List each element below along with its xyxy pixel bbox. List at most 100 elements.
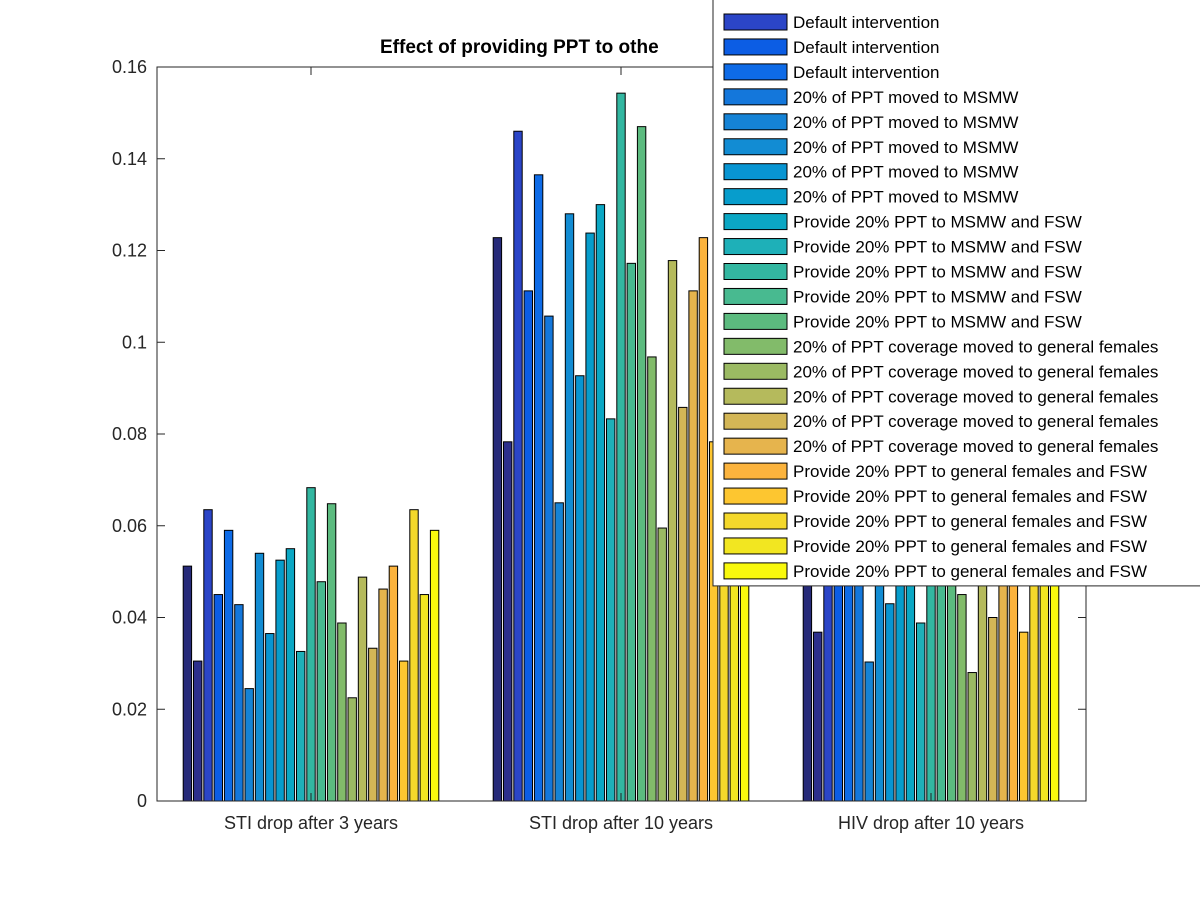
- bar: [813, 631, 823, 802]
- bar: [316, 581, 327, 802]
- legend-label: Provide 20% PPT to MSMW and FSW: [793, 213, 1082, 232]
- bar: [234, 604, 244, 802]
- bar: [854, 561, 864, 802]
- bar: [698, 237, 709, 802]
- legend-label: Provide 20% PPT to general females and F…: [793, 462, 1147, 481]
- legend-swatch: [723, 238, 788, 256]
- bar: [388, 565, 399, 802]
- legend-swatch: [723, 163, 788, 181]
- bar: [182, 565, 193, 802]
- legend: Default intervention Default intervention…: [712, 0, 1200, 587]
- legend-swatch: [723, 213, 788, 231]
- bar: [492, 237, 503, 802]
- bar: [337, 622, 347, 802]
- bar-group: [182, 92, 1060, 802]
- legend-swatch: [723, 537, 788, 555]
- legend-label: Default intervention: [793, 38, 939, 57]
- legend-swatch: [723, 38, 788, 56]
- bar: [1039, 564, 1049, 802]
- legend-swatch: [723, 113, 788, 131]
- chart-title: Effect of providing PPT to othe: [380, 37, 659, 58]
- y-tick-label: 0.12: [112, 241, 147, 261]
- bar: [874, 578, 885, 802]
- bar: [657, 527, 667, 802]
- legend-swatch: [723, 188, 788, 206]
- bar: [554, 502, 564, 802]
- bar: [513, 130, 523, 802]
- legend-label: Default intervention: [793, 13, 939, 32]
- legend-label: Provide 20% PPT to general females and F…: [793, 487, 1147, 506]
- bar: [223, 529, 234, 802]
- legend-swatch: [723, 437, 788, 455]
- bar: [585, 232, 595, 802]
- bar: [296, 650, 306, 802]
- legend-swatch: [723, 412, 788, 430]
- legend-label: Provide 20% PPT to general females and F…: [793, 512, 1147, 531]
- legend-label: Provide 20% PPT to general females and F…: [793, 537, 1147, 556]
- legend-box: [712, 0, 1200, 587]
- legend-label: 20% of PPT coverage moved to general fem…: [793, 362, 1158, 381]
- bar: [647, 356, 657, 802]
- bar: [667, 260, 678, 802]
- bar: [203, 509, 213, 802]
- legend-label: 20% of PPT coverage moved to general fem…: [793, 412, 1158, 431]
- bar: [275, 559, 285, 802]
- legend-label: Provide 20% PPT to MSMW and FSW: [793, 312, 1082, 331]
- legend-label: Provide 20% PPT to MSMW and FSW: [793, 287, 1082, 306]
- bar: [523, 290, 533, 802]
- legend-label: 20% of PPT coverage moved to general fem…: [793, 387, 1158, 406]
- legend-label: 20% of PPT moved to MSMW: [793, 163, 1018, 182]
- y-tick-label: 0.02: [112, 699, 147, 719]
- legend-swatch: [723, 263, 788, 280]
- bar: [967, 672, 977, 802]
- legend-swatch: [723, 287, 788, 305]
- bar: [306, 487, 316, 802]
- bar: [688, 290, 698, 802]
- legend-label: Provide 20% PPT to MSMW and FSW: [793, 238, 1082, 257]
- bar: [419, 594, 430, 802]
- bar: [626, 262, 636, 802]
- legend-swatch: [723, 88, 788, 106]
- bar: [616, 92, 626, 802]
- bar: [905, 548, 916, 802]
- bar: [606, 418, 616, 802]
- bar: [193, 660, 203, 802]
- legend-label: 20% of PPT moved to MSMW: [793, 138, 1018, 157]
- legend-label: 20% of PPT coverage moved to general fem…: [793, 337, 1158, 356]
- bar: [429, 529, 440, 802]
- bar: [503, 441, 513, 802]
- legend-swatch: [723, 138, 788, 156]
- y-tick-label: 0.16: [112, 57, 147, 77]
- x-tick-label: STI drop after 10 years: [529, 813, 713, 833]
- bar: [544, 315, 554, 802]
- legend-label: 20% of PPT coverage moved to general fem…: [793, 437, 1158, 456]
- y-tick-label: 0: [137, 791, 147, 811]
- y-tick-label: 0.1: [122, 332, 147, 352]
- legend-swatch: [723, 387, 788, 405]
- bar: [988, 617, 998, 802]
- bar: [998, 565, 1008, 802]
- bar: [595, 204, 606, 802]
- legend-label: 20% of PPT moved to MSMW: [793, 188, 1018, 207]
- y-tick-label: 0.14: [112, 149, 147, 169]
- legend-label: Provide 20% PPT to general females and F…: [793, 562, 1147, 581]
- bar: [285, 548, 296, 802]
- legend-swatch: [723, 512, 788, 530]
- bar: [368, 647, 378, 802]
- legend-swatch: [723, 13, 788, 31]
- bar: [533, 174, 544, 802]
- legend-label: Provide 20% PPT to MSMW and FSW: [793, 263, 1082, 282]
- bar: [326, 503, 337, 802]
- legend-swatch: [723, 312, 788, 330]
- legend-label: 20% of PPT moved to MSMW: [793, 88, 1018, 107]
- bar: [864, 661, 874, 802]
- tick-labels: 0 0.02 0.04 0.06 0.08 0.1 0.12 0.14 0.16 STI drop…: [112, 57, 1024, 833]
- bar: [885, 603, 895, 802]
- bar: [357, 576, 368, 802]
- bar: [1019, 631, 1029, 802]
- bar: [378, 588, 388, 802]
- bar: [564, 213, 575, 802]
- bar: [265, 633, 275, 802]
- bar: [409, 509, 419, 802]
